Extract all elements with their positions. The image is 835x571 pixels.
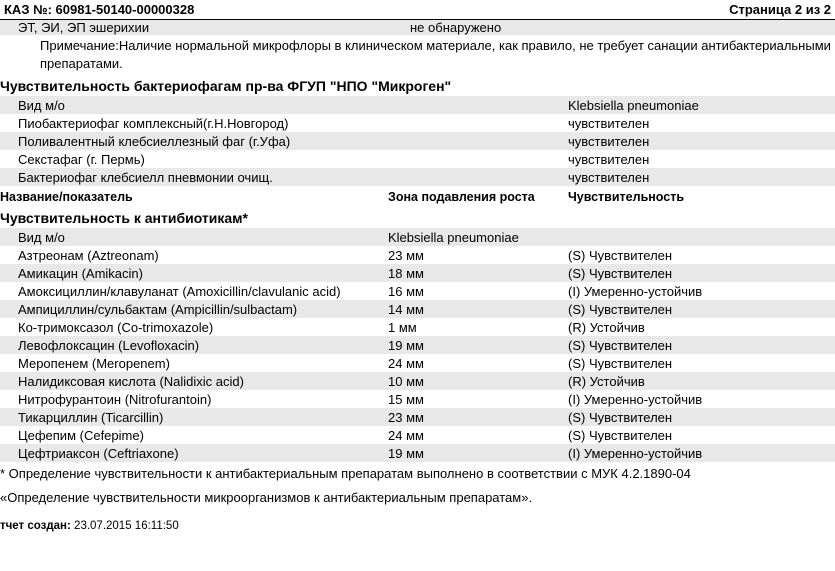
col-sens-header: Чувствительность [568, 190, 684, 204]
phage-row: Поливалентный клебсиеллезный фаг (г.Уфа)… [0, 132, 835, 150]
ab-sens: (R) Устойчив [568, 374, 835, 389]
ab-zone: 23 мм [388, 410, 568, 425]
phage-section-title: Чувствительность бактериофагам пр-ва ФГУ… [0, 74, 835, 96]
phage-name: Секстафаг (г. Пермь) [18, 152, 568, 167]
phage-result: чувствителен [568, 152, 835, 167]
column-headers: Название/показатель Зона подавления рост… [0, 186, 835, 206]
footnote-line1: * Определение чувствительности к антибак… [0, 462, 835, 486]
ab-zone: 14 мм [388, 302, 568, 317]
ab-sens: (S) Чувствителен [568, 338, 835, 353]
ab-zone: 24 мм [388, 428, 568, 443]
ab-name: Налидиксовая кислота (Nalidixic acid) [18, 374, 388, 389]
ab-row: Ко-тримоксазол (Co-trimoxazole)1 мм(R) У… [0, 318, 835, 336]
ab-sens: (S) Чувствителен [568, 266, 835, 281]
ab-org-label: Вид м/о [18, 230, 388, 245]
ab-row: Тикарциллин (Ticarcillin)23 мм(S) Чувств… [0, 408, 835, 426]
phage-row: Секстафаг (г. Пермь)чувствителен [0, 150, 835, 168]
ab-row: Нитрофурантоин (Nitrofurantoin)15 мм(I) … [0, 390, 835, 408]
ab-name: Ко-тримоксазол (Co-trimoxazole) [18, 320, 388, 335]
order-number: КАЗ №: 60981-50140-00000328 [4, 2, 194, 17]
ab-row: Налидиксовая кислота (Nalidixic acid)10 … [0, 372, 835, 390]
ab-sens: (S) Чувствителен [568, 428, 835, 443]
ab-name: Ампициллин/сульбактам (Ampicillin/sulbac… [18, 302, 388, 317]
phage-result: чувствителен [568, 116, 835, 131]
page-indicator: Страница 2 из 2 [729, 2, 831, 17]
ab-row: Цефтриаксон (Ceftriaxone)19 мм(I) Умерен… [0, 444, 835, 462]
phage-row: Пиобактериофаг комплексный(г.Н.Новгород)… [0, 114, 835, 132]
ab-row: Меропенем (Meropenem)24 мм(S) Чувствител… [0, 354, 835, 372]
ab-sens: (S) Чувствителен [568, 302, 835, 317]
col-zone-header: Зона подавления роста [388, 190, 568, 204]
ab-zone: 19 мм [388, 338, 568, 353]
ab-sens: (I) Умеренно-устойчив [568, 284, 835, 299]
ab-row: Ампициллин/сульбактам (Ampicillin/sulbac… [0, 300, 835, 318]
ab-row: Левофлоксацин (Levofloxacin)19 мм(S) Чув… [0, 336, 835, 354]
ab-row: Амоксициллин/клавуланат (Amoxicillin/cla… [0, 282, 835, 300]
ab-sens: (I) Умеренно-устойчив [568, 446, 835, 461]
phage-result: чувствителен [568, 134, 835, 149]
ab-name: Азтреонам (Aztreonam) [18, 248, 388, 263]
escherichia-label: ЭТ, ЭИ, ЭП эшерихии [18, 20, 410, 35]
ab-sens: (I) Умеренно-устойчив [568, 392, 835, 407]
page-header: КАЗ №: 60981-50140-00000328 Страница 2 и… [0, 0, 835, 20]
ab-sens: (S) Чувствителен [568, 356, 835, 371]
col-name-header: Название/показатель [0, 190, 388, 204]
phage-result: чувствителен [568, 170, 835, 185]
ab-org-name: Klebsiella pneumoniae [388, 230, 568, 245]
ab-name: Цефепим (Cefepime) [18, 428, 388, 443]
phage-name: Бактериофаг клебсиелл пневмонии очищ. [18, 170, 568, 185]
phage-row: Бактериофаг клебсиелл пневмонии очищ.чув… [0, 168, 835, 186]
ab-name: Тикарциллин (Ticarcillin) [18, 410, 388, 425]
phage-name: Пиобактериофаг комплексный(г.Н.Новгород) [18, 116, 568, 131]
org-name: Klebsiella pneumoniae [568, 98, 835, 113]
phage-organism-row: Вид м/о Klebsiella pneumoniae [0, 96, 835, 114]
report-label: тчет создан: [0, 520, 71, 532]
microflora-note: Примечание:Наличие нормальной микрофлоры… [0, 35, 835, 74]
ab-zone: 16 мм [388, 284, 568, 299]
ab-name: Амоксициллин/клавуланат (Amoxicillin/cla… [18, 284, 388, 299]
report-timestamp: тчет создан: 23.07.2015 16:11:50 [0, 510, 835, 532]
ab-zone: 19 мм [388, 446, 568, 461]
ab-name: Цефтриаксон (Ceftriaxone) [18, 446, 388, 461]
top-block: ЭТ, ЭИ, ЭП эшерихии не обнаружено [0, 20, 835, 35]
ab-zone: 15 мм [388, 392, 568, 407]
order-label: КАЗ №: [4, 2, 52, 17]
ab-row: Азтреонам (Aztreonam)23 мм(S) Чувствител… [0, 246, 835, 264]
ab-sens: (S) Чувствителен [568, 248, 835, 263]
ab-zone: 18 мм [388, 266, 568, 281]
ab-sens: (S) Чувствителен [568, 410, 835, 425]
phage-name: Поливалентный клебсиеллезный фаг (г.Уфа) [18, 134, 568, 149]
ab-organism-row: Вид м/о Klebsiella pneumoniae [0, 228, 835, 246]
ab-name: Левофлоксацин (Levofloxacin) [18, 338, 388, 353]
ab-name: Меропенем (Meropenem) [18, 356, 388, 371]
ab-row: Цефепим (Cefepime)24 мм(S) Чувствителен [0, 426, 835, 444]
ab-zone: 23 мм [388, 248, 568, 263]
ab-name: Нитрофурантоин (Nitrofurantoin) [18, 392, 388, 407]
ab-section-title: Чувствительность к антибиотикам* [0, 206, 835, 228]
ab-zone: 10 мм [388, 374, 568, 389]
report-value: 23.07.2015 16:11:50 [74, 520, 179, 532]
footnote-line2: «Определение чувствительности микроорган… [0, 486, 835, 510]
ab-sens: (R) Устойчив [568, 320, 835, 335]
ab-zone: 1 мм [388, 320, 568, 335]
ab-row: Амикацин (Amikacin)18 мм(S) Чувствителен [0, 264, 835, 282]
escherichia-value: не обнаружено [410, 20, 835, 35]
ab-zone: 24 мм [388, 356, 568, 371]
org-label: Вид м/о [18, 98, 568, 113]
order-value: 60981-50140-00000328 [56, 2, 195, 17]
ab-name: Амикацин (Amikacin) [18, 266, 388, 281]
